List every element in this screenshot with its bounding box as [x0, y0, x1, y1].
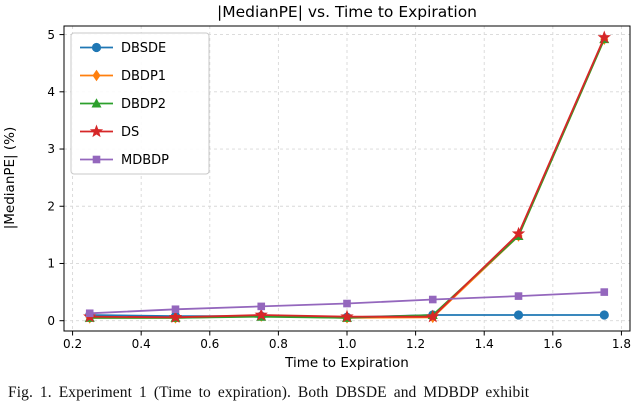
x-tick-label: 1.0 — [337, 337, 356, 351]
y-tick-label: 2 — [47, 199, 55, 213]
marker-star — [89, 124, 104, 138]
marker-square — [92, 155, 101, 164]
y-tick-label: 5 — [47, 28, 55, 42]
x-tick-label: 1.2 — [406, 337, 425, 351]
legend-label: DBDP1 — [121, 69, 166, 84]
y-tick-label: 0 — [47, 314, 55, 328]
marker-circle — [513, 310, 524, 320]
x-axis-label: Time to Expiration — [284, 355, 409, 371]
marker-star — [254, 307, 268, 321]
chart-title: |MedianPE| vs. Time to Expiration — [217, 3, 477, 21]
legend-item-DBDP2: DBDP2 — [80, 97, 166, 112]
legend-item-DBSDE: DBSDE — [80, 41, 166, 56]
legend: DBSDE DBDP1 DBDP2 DS MDBDP — [70, 32, 210, 175]
x-tick-label: 0.6 — [200, 337, 219, 351]
legend-item-DS: DS — [80, 124, 139, 140]
marker-star — [340, 309, 354, 323]
marker-star — [426, 309, 440, 323]
marker-diamond — [92, 69, 101, 82]
marker-star — [511, 226, 526, 240]
figure-caption: Fig. 1. Experiment 1 (Time to expiration… — [8, 384, 530, 401]
x-tick-label: 1.6 — [543, 337, 562, 351]
legend-label: MDBDP — [121, 153, 169, 168]
x-tick-label: 0.4 — [132, 337, 151, 351]
marker-triangle — [91, 98, 102, 108]
legend-label: DBSDE — [121, 41, 166, 56]
legend-item-MDBDP: MDBDP — [80, 153, 169, 168]
x-tick-label: 1.8 — [612, 337, 631, 351]
marker-square — [343, 299, 351, 308]
y-tick-label: 1 — [47, 257, 55, 271]
line-chart-canvas: |MedianPE| vs. Time to Expiration |Media… — [2, 3, 631, 371]
legend-label: DBDP2 — [121, 97, 166, 112]
marker-square — [428, 295, 437, 304]
legend-item-DBDP1: DBDP1 — [80, 69, 166, 84]
x-tick-label: 0.2 — [63, 337, 82, 351]
y-tick-label: 4 — [47, 85, 55, 99]
marker-square — [171, 305, 180, 314]
legend-label: DS — [121, 125, 139, 140]
marker-square — [85, 309, 94, 318]
marker-circle — [599, 310, 609, 320]
x-tick-label: 1.4 — [475, 337, 494, 351]
marker-star — [597, 30, 611, 44]
y-axis-label: |MedianPE| (%) — [2, 127, 18, 230]
axes: 0.2 0.4 0.6 0.8 1.0 1.2 1.4 1.6 1.8 0 1 2 3 4 5 — [47, 25, 631, 351]
x-tick-label: 0.8 — [269, 337, 288, 351]
marker-square — [514, 292, 523, 300]
marker-star — [168, 310, 183, 323]
marker-square — [257, 302, 266, 311]
marker-circle — [91, 42, 102, 53]
series-MDBDP — [85, 288, 609, 318]
y-tick-label: 3 — [47, 142, 55, 156]
marker-square — [600, 288, 609, 296]
